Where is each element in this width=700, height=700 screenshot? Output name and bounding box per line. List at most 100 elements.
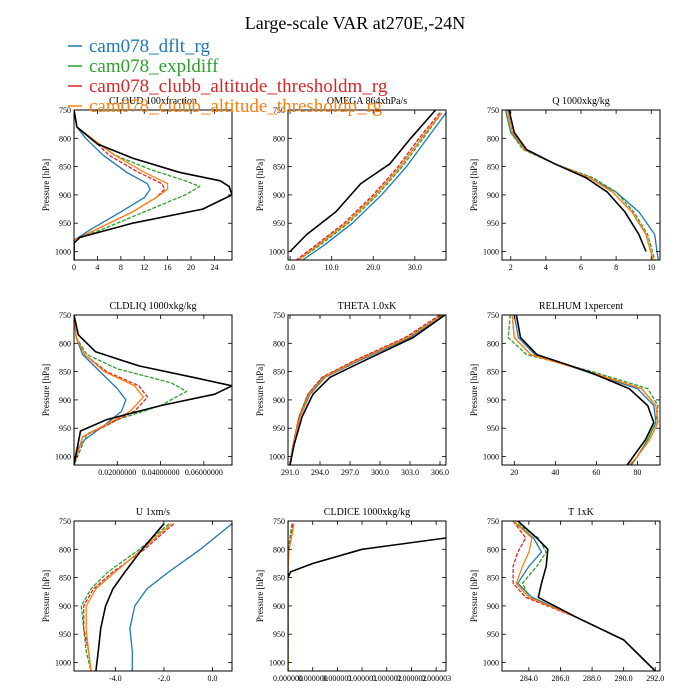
x-tick-label: 12 — [140, 263, 148, 272]
y-tick-label: 950 — [273, 630, 285, 639]
y-tick-label: 750 — [273, 106, 285, 115]
series-line-cam078_clubb_altitude_thresholdp_rg — [85, 523, 172, 671]
y-tick-label: 950 — [273, 424, 285, 433]
series-line-obs — [289, 110, 437, 253]
x-tick-label: 0.000000 — [273, 674, 303, 683]
plot-frame — [287, 314, 447, 466]
series-line-cam078_dflt_rg — [513, 315, 657, 465]
panel-6: RELHUM 1xpercent Pressure [hPa] 750 800 850 9… — [469, 301, 661, 477]
plot-frame — [501, 520, 661, 672]
x-tick-label: 292.0 — [646, 674, 664, 683]
y-tick-label: 900 — [487, 396, 499, 405]
panel-5: THETA 1.0xK Pressure [hPa] 750 800 850 900 950… — [255, 301, 449, 477]
x-tick-label: 0.000001 — [347, 674, 377, 683]
x-tick-label: 0.000002 — [396, 674, 426, 683]
x-tick-label: 10 — [647, 263, 655, 272]
y-tick-label: 750 — [487, 106, 499, 115]
y-tick-label: 850 — [273, 574, 285, 583]
series-line-cam078_clubb_altitude_thresholdp_rg — [289, 315, 444, 465]
panel-title: CLDICE 1000xkg/kg — [324, 507, 410, 518]
y-tick-label: 950 — [59, 219, 71, 228]
series-line-cam078_expldiff — [504, 110, 656, 260]
y-tick-label: 1000 — [269, 453, 285, 462]
figure-title: Large-scale VAR at270E,-24N — [245, 13, 465, 33]
series-line-obs — [289, 315, 446, 465]
y-tick-label: 800 — [59, 134, 71, 143]
x-tick-label: 6 — [579, 263, 583, 272]
x-tick-label: 294.0 — [311, 468, 329, 477]
plot-frame — [501, 314, 661, 466]
series-line-cam078_clubb_altitude_thresholdp_rg — [506, 110, 654, 260]
panel-2: OMEGA 864xhPa/s Pressure [hPa] 750 800 850 90… — [255, 96, 447, 272]
y-tick-label: 950 — [59, 424, 71, 433]
series-line-obs — [288, 537, 446, 578]
y-tick-label: 750 — [59, 311, 71, 320]
x-tick-label: 4 — [95, 263, 99, 272]
y-axis-label: Pressure [hPa] — [469, 159, 479, 211]
panel-1: CLOUD 100xfraction Pressure [hPa] 750 800 85… — [41, 96, 233, 272]
y-tick-label: 750 — [487, 311, 499, 320]
x-tick-label: 0.02000000 — [98, 468, 136, 477]
x-tick-label: 16 — [164, 263, 172, 272]
y-tick-label: 950 — [487, 219, 499, 228]
x-tick-label: 4 — [544, 263, 548, 272]
plot-frame — [73, 520, 233, 672]
x-tick-label: 10.0 — [325, 263, 339, 272]
x-tick-label: 0.000001 — [322, 674, 352, 683]
legend: cam078_dflt_rgcam078_expldiffcam078_club… — [68, 36, 388, 117]
series-line-obs — [508, 110, 647, 252]
x-tick-label: 60 — [592, 468, 600, 477]
series-line-cam078_dflt_rg — [129, 523, 232, 671]
y-tick-label: 800 — [59, 545, 71, 554]
panel-title: CLOUD 100xfraction — [109, 96, 197, 107]
y-tick-label: 800 — [487, 339, 499, 348]
y-axis-label: Pressure [hPa] — [41, 159, 51, 211]
series-line-cam078_clubb_altitude_thresholdp_rg — [511, 315, 659, 465]
series-line-cam078_clubb_altitude_thresholdp_rg — [74, 315, 144, 465]
series-line-cam078_clubb_altitude_thresholdm_rg — [511, 315, 659, 465]
y-tick-label: 850 — [273, 368, 285, 377]
y-axis-label: Pressure [hPa] — [255, 159, 265, 211]
panel-title: OMEGA 864xhPa/s — [327, 96, 407, 107]
x-tick-label: 8 — [614, 263, 618, 272]
series-line-cam078_expldiff — [512, 521, 656, 671]
series-line-cam078_expldiff — [74, 315, 188, 465]
y-tick-label: 800 — [59, 339, 71, 348]
y-axis-label: Pressure [hPa] — [41, 364, 51, 416]
y-tick-label: 900 — [273, 191, 285, 200]
y-tick-label: 950 — [487, 424, 499, 433]
series-line-cam078_clubb_altitude_thresholdm_rg — [83, 523, 175, 671]
series-line-cam078_dflt_rg — [512, 521, 656, 671]
y-tick-label: 850 — [487, 368, 499, 377]
x-tick-label: 0.000003 — [421, 674, 451, 683]
panel-title: Q 1000xkg/kg — [552, 96, 610, 107]
y-tick-label: 900 — [59, 191, 71, 200]
y-tick-label: 950 — [59, 630, 71, 639]
y-axis-label: Pressure [hPa] — [41, 570, 51, 622]
panel-7: U 1xm/s Pressure [hPa] 750 800 850 900 950 1000… — [41, 507, 233, 683]
x-tick-label: 0 — [72, 263, 76, 272]
x-tick-label: 291.0 — [281, 468, 299, 477]
x-tick-label: 284.0 — [520, 674, 538, 683]
y-tick-label: 850 — [273, 163, 285, 172]
panel-title: T 1xK — [568, 507, 594, 518]
panel-title: RELHUM 1xpercent — [539, 301, 623, 312]
y-tick-label: 800 — [487, 545, 499, 554]
panel-title: U 1xm/s — [136, 507, 170, 518]
y-tick-label: 750 — [273, 517, 285, 526]
panel-3: Q 1000xkg/kg Pressure [hPa] 750 800 850 900 95… — [469, 96, 661, 272]
x-tick-label: 80 — [633, 468, 641, 477]
x-tick-label: 20 — [510, 468, 518, 477]
series-line-obs — [74, 315, 232, 465]
panel-8: CLDICE 1000xkg/kg Pressure [hPa] 750 800 850… — [255, 507, 451, 683]
y-tick-label: 900 — [59, 602, 71, 611]
x-tick-label: 40 — [551, 468, 559, 477]
x-tick-label: 300.0 — [371, 468, 389, 477]
x-tick-label: 303.0 — [401, 468, 419, 477]
panel-9: T 1xK Pressure [hPa] 750 800 850 900 950 1000 28… — [469, 507, 664, 683]
y-tick-label: 800 — [487, 134, 499, 143]
plot-frame — [287, 109, 447, 261]
series-line-obs — [515, 315, 655, 465]
y-tick-label: 850 — [487, 163, 499, 172]
